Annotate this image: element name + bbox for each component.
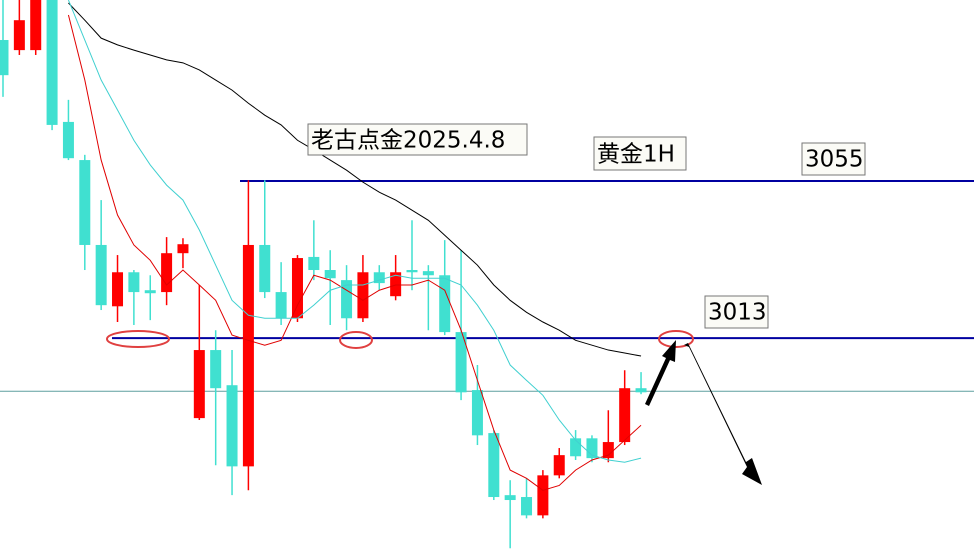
- candle-body: [357, 272, 369, 319]
- candle-body: [128, 272, 140, 293]
- candle-body: [112, 272, 124, 307]
- candle-body: [488, 433, 500, 498]
- candle-body: [602, 442, 614, 459]
- candle-body: [406, 270, 418, 273]
- candle-body: [619, 388, 631, 443]
- candle-body: [586, 438, 598, 459]
- candle-body: [422, 271, 434, 276]
- candle-body: [439, 275, 451, 333]
- candle-body: [521, 497, 533, 516]
- level-label: 3055: [805, 147, 864, 173]
- highlight-ellipse: [106, 330, 170, 348]
- candle-body: [79, 160, 91, 245]
- candle-body: [553, 455, 565, 476]
- arrow-down: [684, 343, 762, 485]
- candle-body: [537, 475, 549, 516]
- moving-average-line: [67, 0, 642, 463]
- candle-body: [275, 292, 287, 319]
- candle-body: [226, 385, 238, 467]
- candle-body: [341, 280, 353, 319]
- moving-average-line: [68, 2, 642, 357]
- arrow-up: [645, 340, 676, 406]
- candle-body: [144, 290, 156, 294]
- candle-body: [471, 390, 483, 436]
- highlight-ellipse: [339, 331, 373, 349]
- candle-body: [46, 0, 58, 125]
- candle-body: [210, 350, 222, 389]
- candle-body: [390, 272, 402, 297]
- candle-body: [455, 332, 467, 393]
- candle-body: [373, 272, 385, 284]
- annotation: 黄金1H: [597, 142, 675, 168]
- annotation-box: [307, 123, 528, 156]
- candle-body: [0, 40, 9, 76]
- candle-body: [177, 244, 189, 254]
- annotation-box: [593, 136, 687, 171]
- candle-body: [324, 270, 336, 279]
- moving-average-line: [67, 14, 642, 491]
- level-label-box: [801, 142, 866, 176]
- candle-body: [242, 244, 254, 467]
- candle-body: [30, 0, 42, 51]
- candle-body: [308, 256, 320, 271]
- level-label: 3013: [708, 300, 767, 326]
- candle-body: [259, 244, 271, 293]
- candle-body: [570, 438, 582, 457]
- candle-body: [291, 258, 303, 319]
- level-label-box: [704, 295, 769, 329]
- candle-body: [161, 253, 173, 293]
- candle-body: [95, 244, 107, 306]
- candle-body: [193, 350, 205, 419]
- highlight-ellipse: [658, 330, 694, 348]
- overlay: 老古点金2025.4.8 黄金1H 3055 3013: [106, 123, 866, 485]
- annotation: 老古点金2025.4.8: [311, 128, 505, 154]
- candle-body: [62, 121, 74, 159]
- candle-body: [635, 388, 647, 393]
- candle-body: [13, 20, 25, 51]
- candle-body: [504, 495, 516, 501]
